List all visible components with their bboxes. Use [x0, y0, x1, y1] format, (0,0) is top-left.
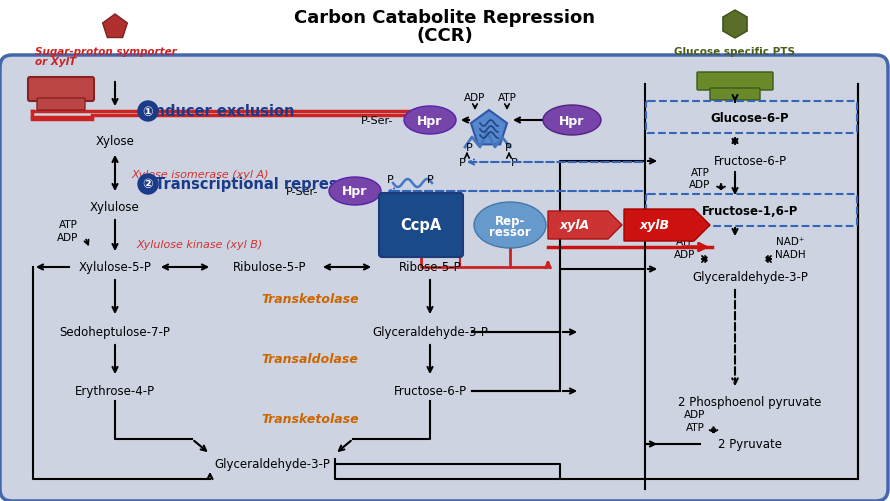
Text: P: P	[458, 158, 465, 168]
Text: ATP: ATP	[498, 93, 516, 103]
Text: P: P	[465, 143, 473, 153]
Text: Xylulose kinase (xyl B): Xylulose kinase (xyl B)	[137, 239, 263, 249]
Text: ADP: ADP	[465, 93, 486, 103]
Polygon shape	[548, 211, 622, 239]
Text: Erythrose-4-P: Erythrose-4-P	[75, 385, 155, 398]
Text: P: P	[511, 158, 517, 168]
Polygon shape	[102, 15, 127, 39]
Text: Glyceraldehyde-3-P: Glyceraldehyde-3-P	[692, 271, 808, 284]
Text: Ribose-5-P: Ribose-5-P	[399, 261, 461, 274]
Text: Transcriptional repression: Transcriptional repression	[155, 177, 371, 192]
Ellipse shape	[329, 178, 381, 205]
Text: Xylose: Xylose	[95, 135, 134, 148]
Text: P-Ser-: P-Ser-	[360, 116, 393, 126]
Text: Xylose isomerase (xyl A): Xylose isomerase (xyl A)	[131, 170, 269, 180]
FancyBboxPatch shape	[37, 99, 85, 111]
Text: P: P	[426, 175, 433, 185]
Text: NAD⁺: NAD⁺	[776, 236, 805, 246]
Text: Hpr: Hpr	[343, 185, 368, 198]
Text: (CCR): (CCR)	[417, 27, 473, 45]
FancyBboxPatch shape	[379, 193, 463, 258]
Text: 2 Pyruvate: 2 Pyruvate	[718, 438, 782, 450]
Text: Xylulose-5-P: Xylulose-5-P	[78, 261, 151, 274]
Text: ATP: ATP	[59, 219, 77, 229]
Text: Inducer exclusion: Inducer exclusion	[150, 104, 295, 119]
Text: ATP: ATP	[691, 168, 709, 178]
Ellipse shape	[474, 202, 546, 248]
Text: CcpA: CcpA	[400, 218, 441, 233]
Text: Sugar-proton symporter: Sugar-proton symporter	[35, 47, 177, 57]
Text: Transketolase: Transketolase	[261, 413, 359, 426]
Text: Glyceraldehyde-3-P: Glyceraldehyde-3-P	[372, 326, 488, 339]
Text: NADH: NADH	[774, 249, 805, 260]
Text: ②: ②	[142, 178, 153, 191]
FancyBboxPatch shape	[0, 56, 888, 501]
Circle shape	[138, 102, 158, 122]
Text: ressor: ressor	[490, 226, 530, 239]
Text: Rep-: Rep-	[495, 215, 525, 228]
Text: Fructose-1,6-P: Fructose-1,6-P	[702, 205, 798, 218]
Text: or XylT: or XylT	[35, 57, 77, 67]
Text: Transaldolase: Transaldolase	[262, 353, 359, 366]
Text: Transketolase: Transketolase	[261, 293, 359, 306]
Text: Hpr: Hpr	[417, 114, 442, 127]
Text: ADP: ADP	[684, 409, 706, 419]
Text: 2 Phosphoenol pyruvate: 2 Phosphoenol pyruvate	[678, 396, 821, 409]
Text: Hpr: Hpr	[559, 114, 585, 127]
Text: Glyceraldehyde-3-P: Glyceraldehyde-3-P	[214, 457, 330, 470]
Ellipse shape	[543, 106, 601, 136]
Text: Fructose-6-P: Fructose-6-P	[714, 155, 787, 168]
Ellipse shape	[404, 107, 456, 135]
FancyBboxPatch shape	[697, 73, 773, 91]
Circle shape	[138, 175, 158, 194]
Text: Xylulose: Xylulose	[90, 201, 140, 214]
Text: ATP: ATP	[685, 422, 705, 432]
Polygon shape	[624, 209, 710, 241]
Text: Ribulose-5-P: Ribulose-5-P	[233, 261, 307, 274]
Text: Fructose-6-P: Fructose-6-P	[393, 385, 466, 398]
Polygon shape	[723, 11, 747, 39]
Text: ①: ①	[142, 105, 153, 118]
Text: P-Ser-: P-Ser-	[286, 187, 318, 196]
Text: xylB: xylB	[640, 219, 670, 232]
Text: xylA: xylA	[560, 219, 590, 232]
Text: ADP: ADP	[57, 232, 78, 242]
FancyBboxPatch shape	[28, 78, 94, 102]
Text: Carbon Catabolite Repression: Carbon Catabolite Repression	[295, 9, 595, 27]
Text: Sedoheptulose-7-P: Sedoheptulose-7-P	[60, 326, 171, 339]
Text: P: P	[386, 175, 393, 185]
Text: P: P	[505, 143, 512, 153]
FancyBboxPatch shape	[710, 89, 760, 101]
Text: ADP: ADP	[675, 249, 696, 260]
Text: ADP: ADP	[690, 180, 711, 189]
Polygon shape	[471, 111, 507, 145]
Text: Glucose-6-P: Glucose-6-P	[711, 112, 789, 125]
Text: ATP: ATP	[676, 236, 694, 246]
Text: Glucose specific PTS: Glucose specific PTS	[675, 47, 796, 57]
